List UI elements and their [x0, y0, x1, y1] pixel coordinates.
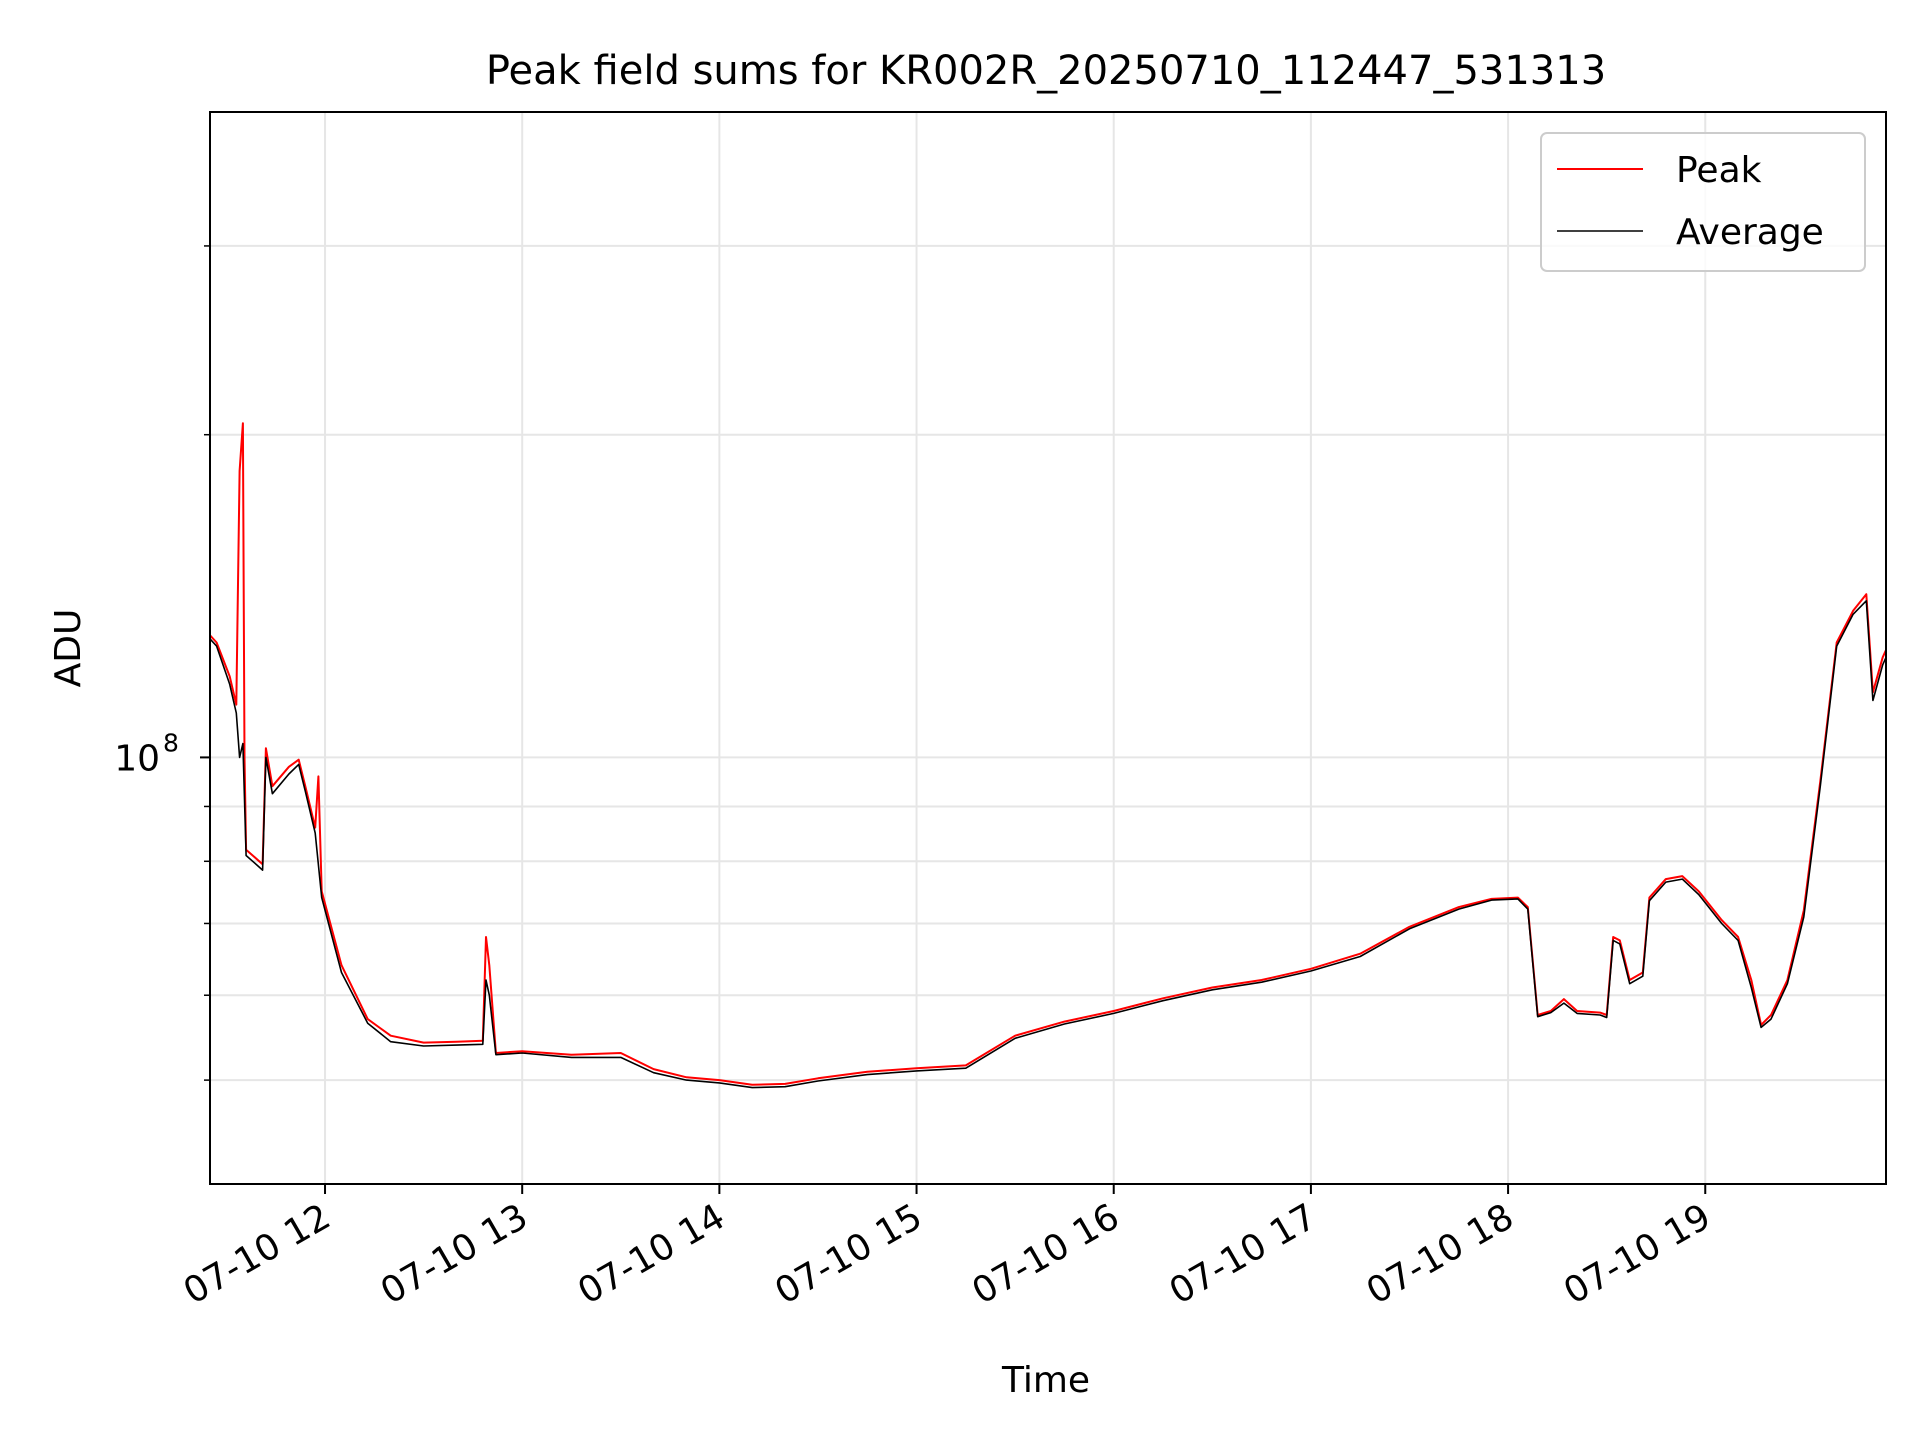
plot-frame: [209, 111, 1887, 1185]
y-tick-label: 10 8: [114, 728, 179, 779]
series-line-average: [210, 600, 1886, 1089]
x-axis-label: Time: [1001, 1360, 1090, 1401]
series-line-peak: [210, 422, 1886, 1086]
legend-label-peak: Peak: [1676, 150, 1762, 191]
series-layer: [210, 422, 1886, 1089]
y-axis-label: ADU: [48, 609, 89, 688]
legend-box: [1540, 132, 1866, 272]
legend: Peak Average: [1540, 132, 1866, 272]
legend-label-average: Average: [1676, 212, 1824, 253]
y-tick-label-base: 10: [114, 738, 160, 779]
chart-title: Peak field sums for KR002R_20250710_1124…: [486, 48, 1606, 94]
y-tick-label-exponent: 8: [163, 728, 179, 757]
grid: [210, 112, 1886, 1184]
